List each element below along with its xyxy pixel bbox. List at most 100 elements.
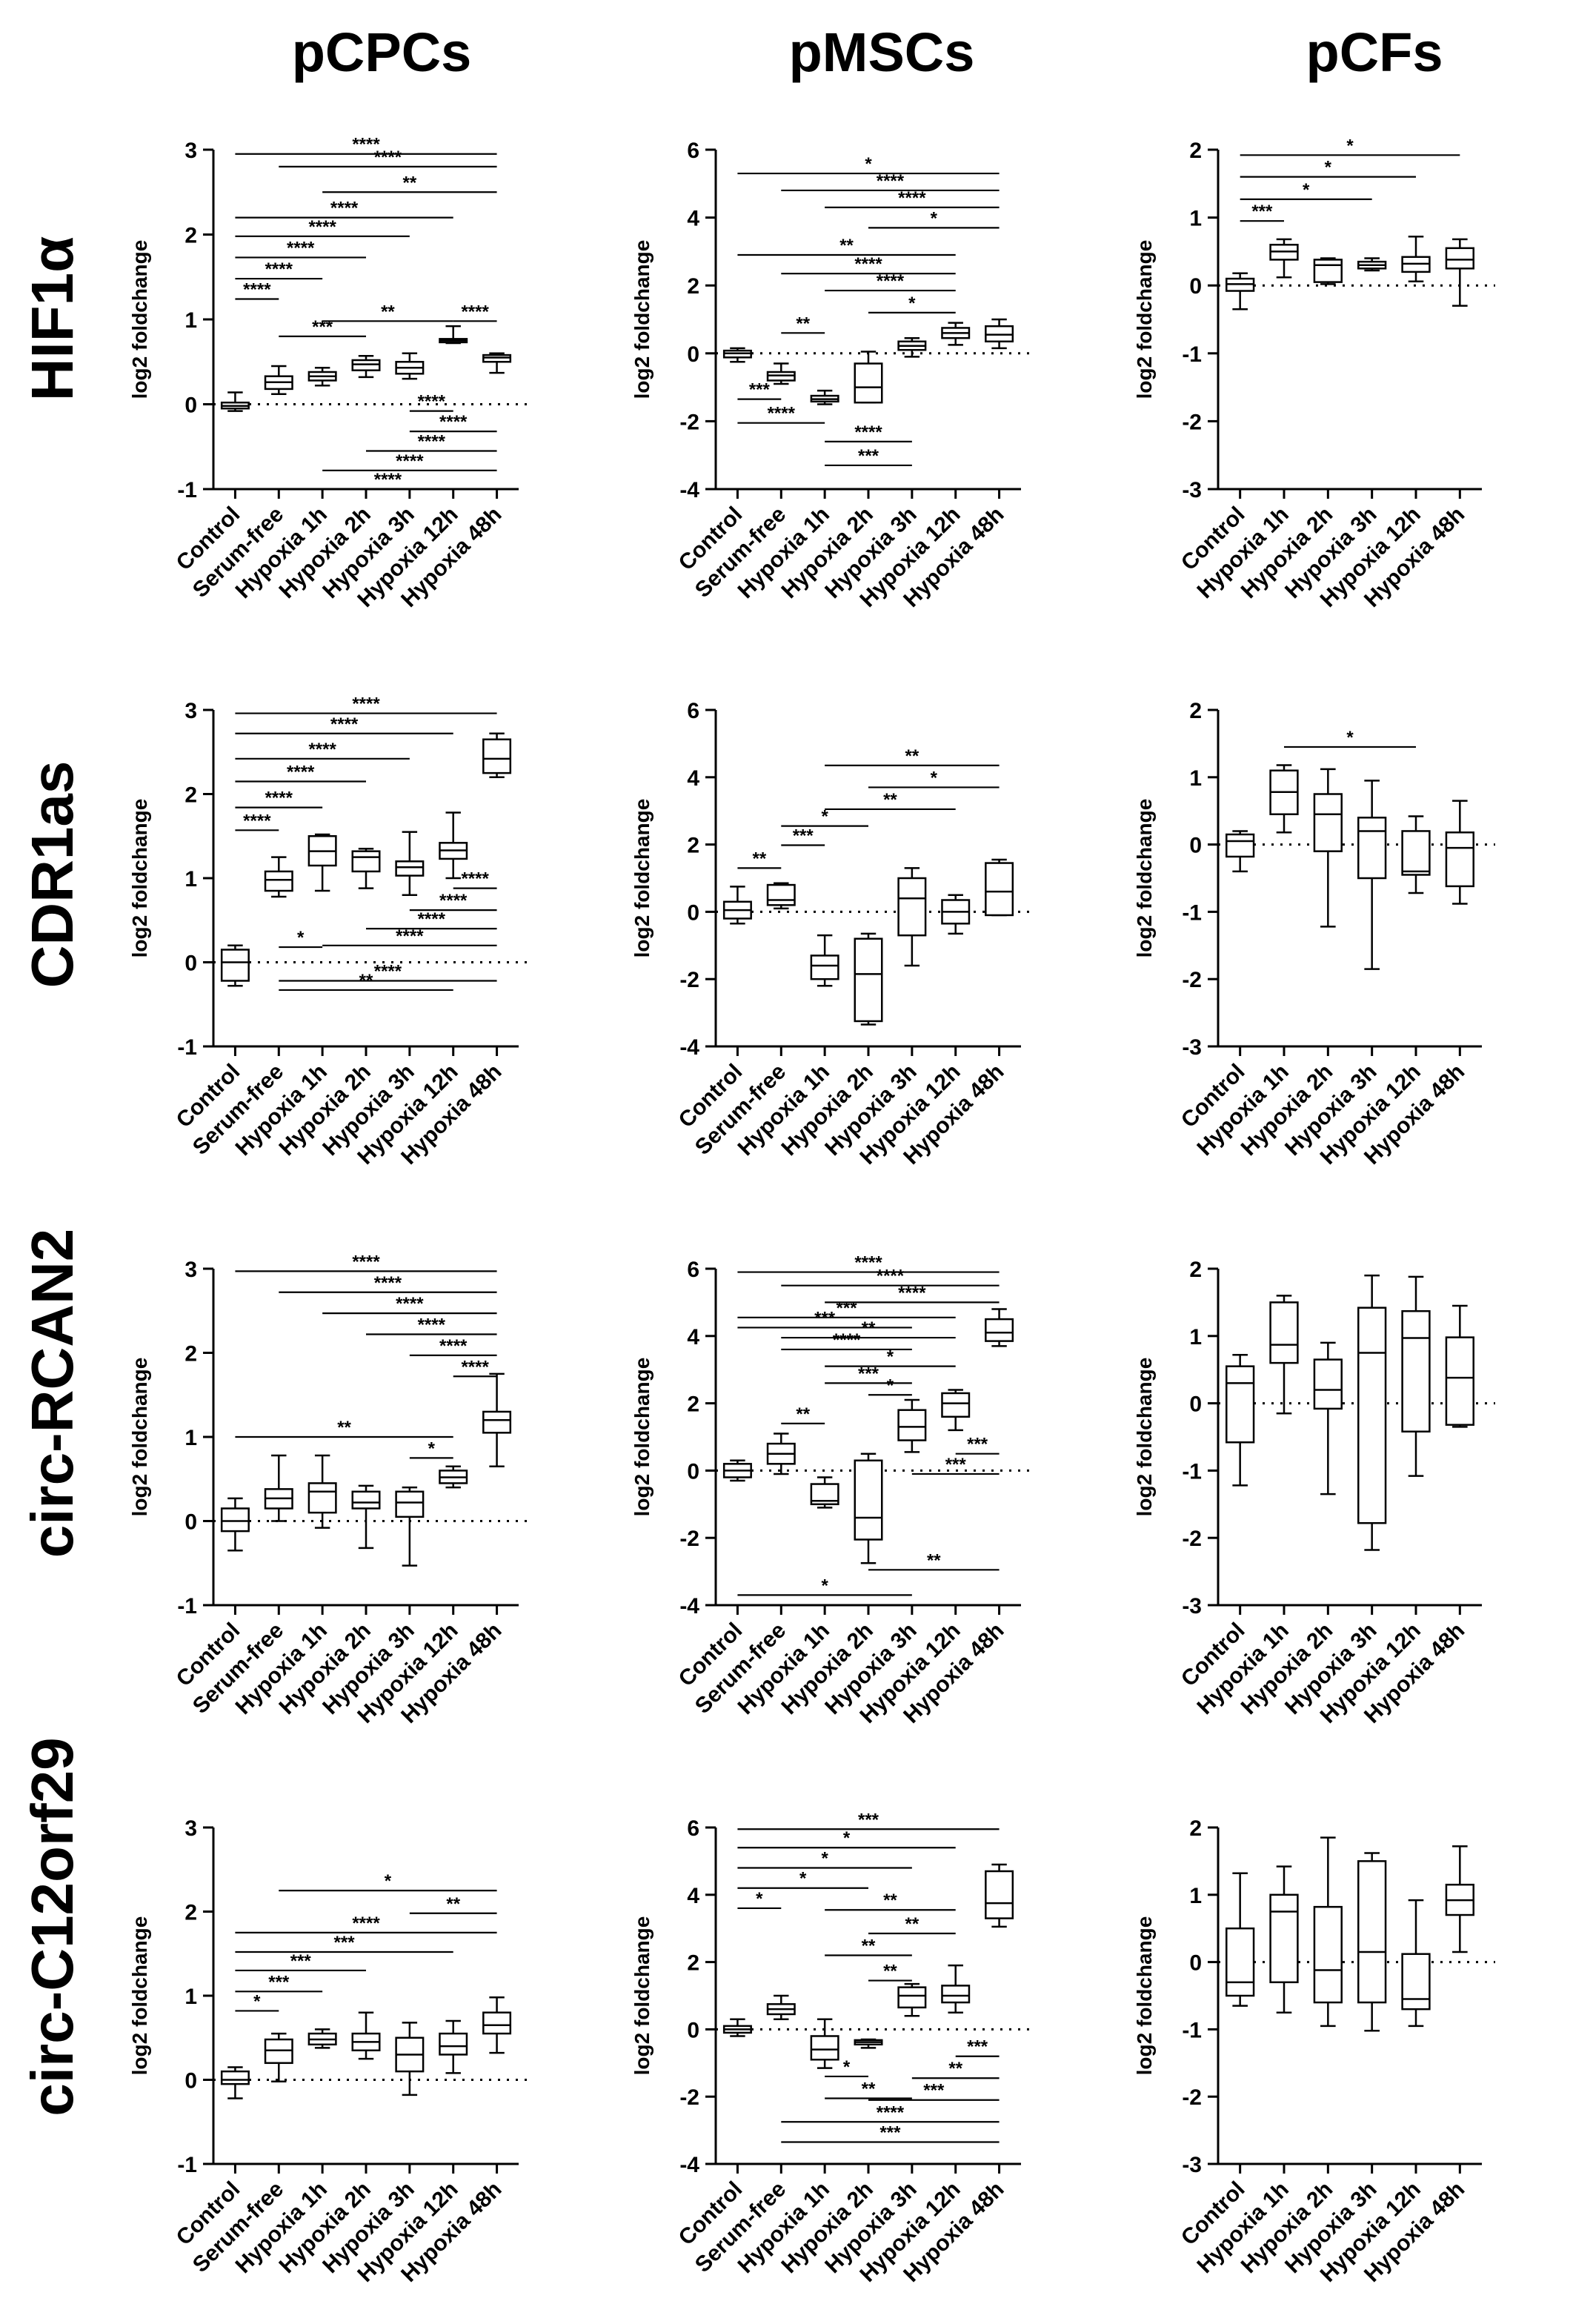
y-tick-label: 4 [687, 1325, 699, 1349]
box-5 [439, 325, 468, 345]
y-axis-label: log2 foldchange [631, 1358, 654, 1517]
significance-label: ** [381, 302, 395, 322]
significance-label: * [931, 768, 938, 788]
significance-label: * [887, 1375, 894, 1395]
significance-1: **** [279, 1273, 497, 1293]
significance-label: *** [967, 2037, 988, 2057]
significance-label: * [297, 928, 305, 948]
significance-13: ** [825, 2079, 912, 2099]
y-tick-label: 2 [184, 1342, 197, 1367]
box-3 [1357, 1852, 1387, 2032]
y-axis-label: log2 foldchange [631, 799, 654, 958]
box-0 [220, 1497, 250, 1552]
significance-label: *** [290, 1951, 312, 1971]
box-4 [395, 352, 425, 380]
y-tick-label: -3 [1182, 2153, 1202, 2177]
y-axis-label: log2 foldchange [1133, 240, 1156, 399]
significance-label: *** [858, 1810, 879, 1830]
y-tick-label: 2 [1189, 1816, 1202, 1841]
significance-label: **** [461, 869, 489, 889]
significance-label: **** [287, 762, 315, 782]
significance-label: **** [243, 280, 271, 300]
significance-label: * [1325, 158, 1332, 178]
y-tick-label: 2 [687, 1951, 699, 1976]
significance-label: **** [287, 238, 315, 258]
significance-label: *** [312, 317, 333, 337]
significance-label: **** [243, 811, 271, 831]
row-title-cdr1as: CDR1as [19, 761, 85, 989]
significance-12: *** [868, 2081, 1000, 2101]
y-tick-label: -1 [177, 478, 197, 502]
y-tick-label: 0 [184, 2069, 197, 2094]
significance-0: **** [235, 1252, 497, 1272]
box-4 [1401, 235, 1431, 282]
significance-10: **** [453, 302, 497, 322]
box-5 [1445, 1304, 1474, 1428]
y-tick-label: -3 [1182, 1594, 1202, 1618]
significance-15: *** [781, 2122, 1000, 2143]
significance-label: **** [854, 422, 882, 442]
y-tick-label: -2 [1182, 968, 1202, 992]
significance-label: **** [877, 171, 905, 191]
box-iqr [1401, 1309, 1431, 1432]
box-3 [854, 1452, 883, 1564]
box-1 [766, 1432, 796, 1475]
box-1 [1269, 238, 1299, 279]
box-6 [482, 352, 512, 374]
significance-11: **** [825, 422, 912, 442]
box-iqr [941, 1392, 971, 1418]
box-2 [1313, 1836, 1343, 2028]
box-5 [439, 811, 468, 880]
box-2 [810, 389, 839, 405]
significance-12: *** [825, 446, 912, 467]
significance-label: **** [352, 694, 380, 714]
significance-5: **** [781, 254, 956, 275]
significance-label: * [821, 807, 828, 827]
significance-label: **** [418, 1315, 446, 1335]
significance-label: * [908, 293, 916, 313]
box-iqr [1445, 1336, 1474, 1426]
box-iqr [439, 2032, 468, 2056]
box-iqr [897, 877, 927, 937]
significance-label: ** [905, 746, 919, 766]
y-tick-label: -2 [679, 2085, 699, 2110]
box-1 [264, 1454, 293, 1522]
box-iqr [482, 1410, 512, 1434]
significance-0: * [737, 154, 1000, 175]
significance-0: * [279, 1871, 497, 1892]
significance-7: * [825, 1347, 956, 1367]
significance-label: ** [796, 1404, 810, 1424]
significance-label: **** [439, 412, 468, 432]
significance-label: **** [877, 271, 905, 291]
significance-2: ** [322, 173, 497, 193]
significance-label: * [931, 208, 938, 228]
significance-label: **** [833, 1330, 861, 1350]
box-0 [220, 944, 250, 987]
significance-2: **** [825, 188, 1000, 208]
box-5 [941, 322, 971, 346]
box-iqr [220, 2070, 250, 2085]
significance-1: **** [781, 171, 1000, 192]
significance-label: **** [418, 431, 446, 451]
significance-label: * [1303, 180, 1310, 200]
box-iqr [395, 1490, 425, 1518]
box-iqr [1269, 1893, 1299, 1984]
significance-label: **** [854, 254, 882, 274]
significance-label: ** [883, 790, 897, 810]
y-tick-label: 3 [184, 139, 197, 163]
significance-5: ** [781, 1318, 956, 1339]
significance-label: **** [396, 451, 424, 471]
significance-label: *** [793, 826, 814, 846]
box-iqr [810, 954, 839, 980]
significance-5: ** [737, 849, 782, 869]
significance-label: **** [352, 1913, 380, 1933]
significance-label: **** [374, 1273, 402, 1293]
box-6 [482, 1372, 512, 1467]
y-tick-label: 6 [687, 1816, 699, 1841]
significance-3: * [737, 1869, 868, 1889]
significance-label: ** [862, 2079, 876, 2099]
y-tick-label: -1 [177, 2153, 197, 2177]
significance-label: **** [396, 1294, 424, 1314]
